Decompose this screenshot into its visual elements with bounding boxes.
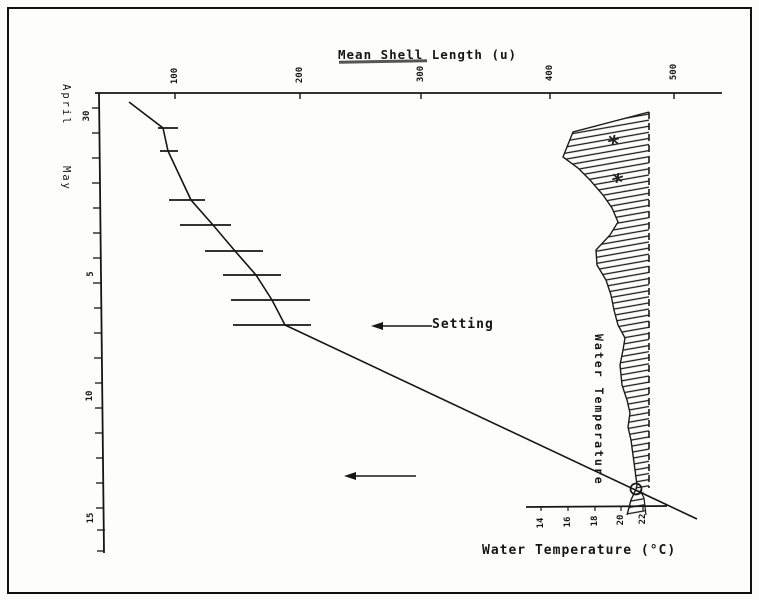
top-tick-label-100: 100 [170, 67, 180, 85]
setting-annotation-label: Setting [432, 317, 494, 332]
temperature-axis-ticks [540, 507, 644, 511]
temp-tick-label-22: 22 [638, 513, 648, 525]
date-tick-label-10: 10 [85, 390, 95, 402]
top-tick-label-200: 200 [295, 66, 305, 84]
temp-tick-label-14: 14 [536, 517, 546, 529]
temp-tick-label-18: 18 [590, 515, 600, 527]
lower-arrow [344, 472, 416, 480]
top-tick-label-500: 500 [669, 63, 679, 81]
date-tick-label-15: 15 [86, 512, 96, 524]
date-tick-label-30: 30 [82, 110, 92, 122]
setting-arrow [371, 322, 432, 330]
mean-shell-length-curve [128, 101, 698, 520]
top-tick-label-300: 300 [416, 65, 426, 83]
date-axis-ticks [92, 107, 105, 552]
temp-tick-label-16: 16 [563, 516, 573, 528]
chart-title: Mean Shell Length (u) [338, 47, 518, 62]
error-bars [158, 127, 311, 326]
date-tick-label-5: 5 [86, 271, 96, 277]
water-temperature-curve [562, 111, 650, 516]
temp-tick-label-20: 20 [616, 514, 626, 526]
month-label-april: April [60, 84, 72, 126]
intersection-circle-marker [629, 482, 643, 496]
top-tick-label-400: 400 [545, 64, 555, 82]
temperature-axis-caption: Water Temperature (°C) [482, 543, 677, 558]
water-temperature-vertical-label: Water Temperature [592, 334, 606, 486]
temperature-axis-line [525, 505, 668, 508]
date-axis-line [98, 92, 105, 554]
month-label-may: May [60, 166, 72, 191]
water-temperature-band [563, 112, 649, 515]
top-axis-ticks [174, 93, 675, 99]
